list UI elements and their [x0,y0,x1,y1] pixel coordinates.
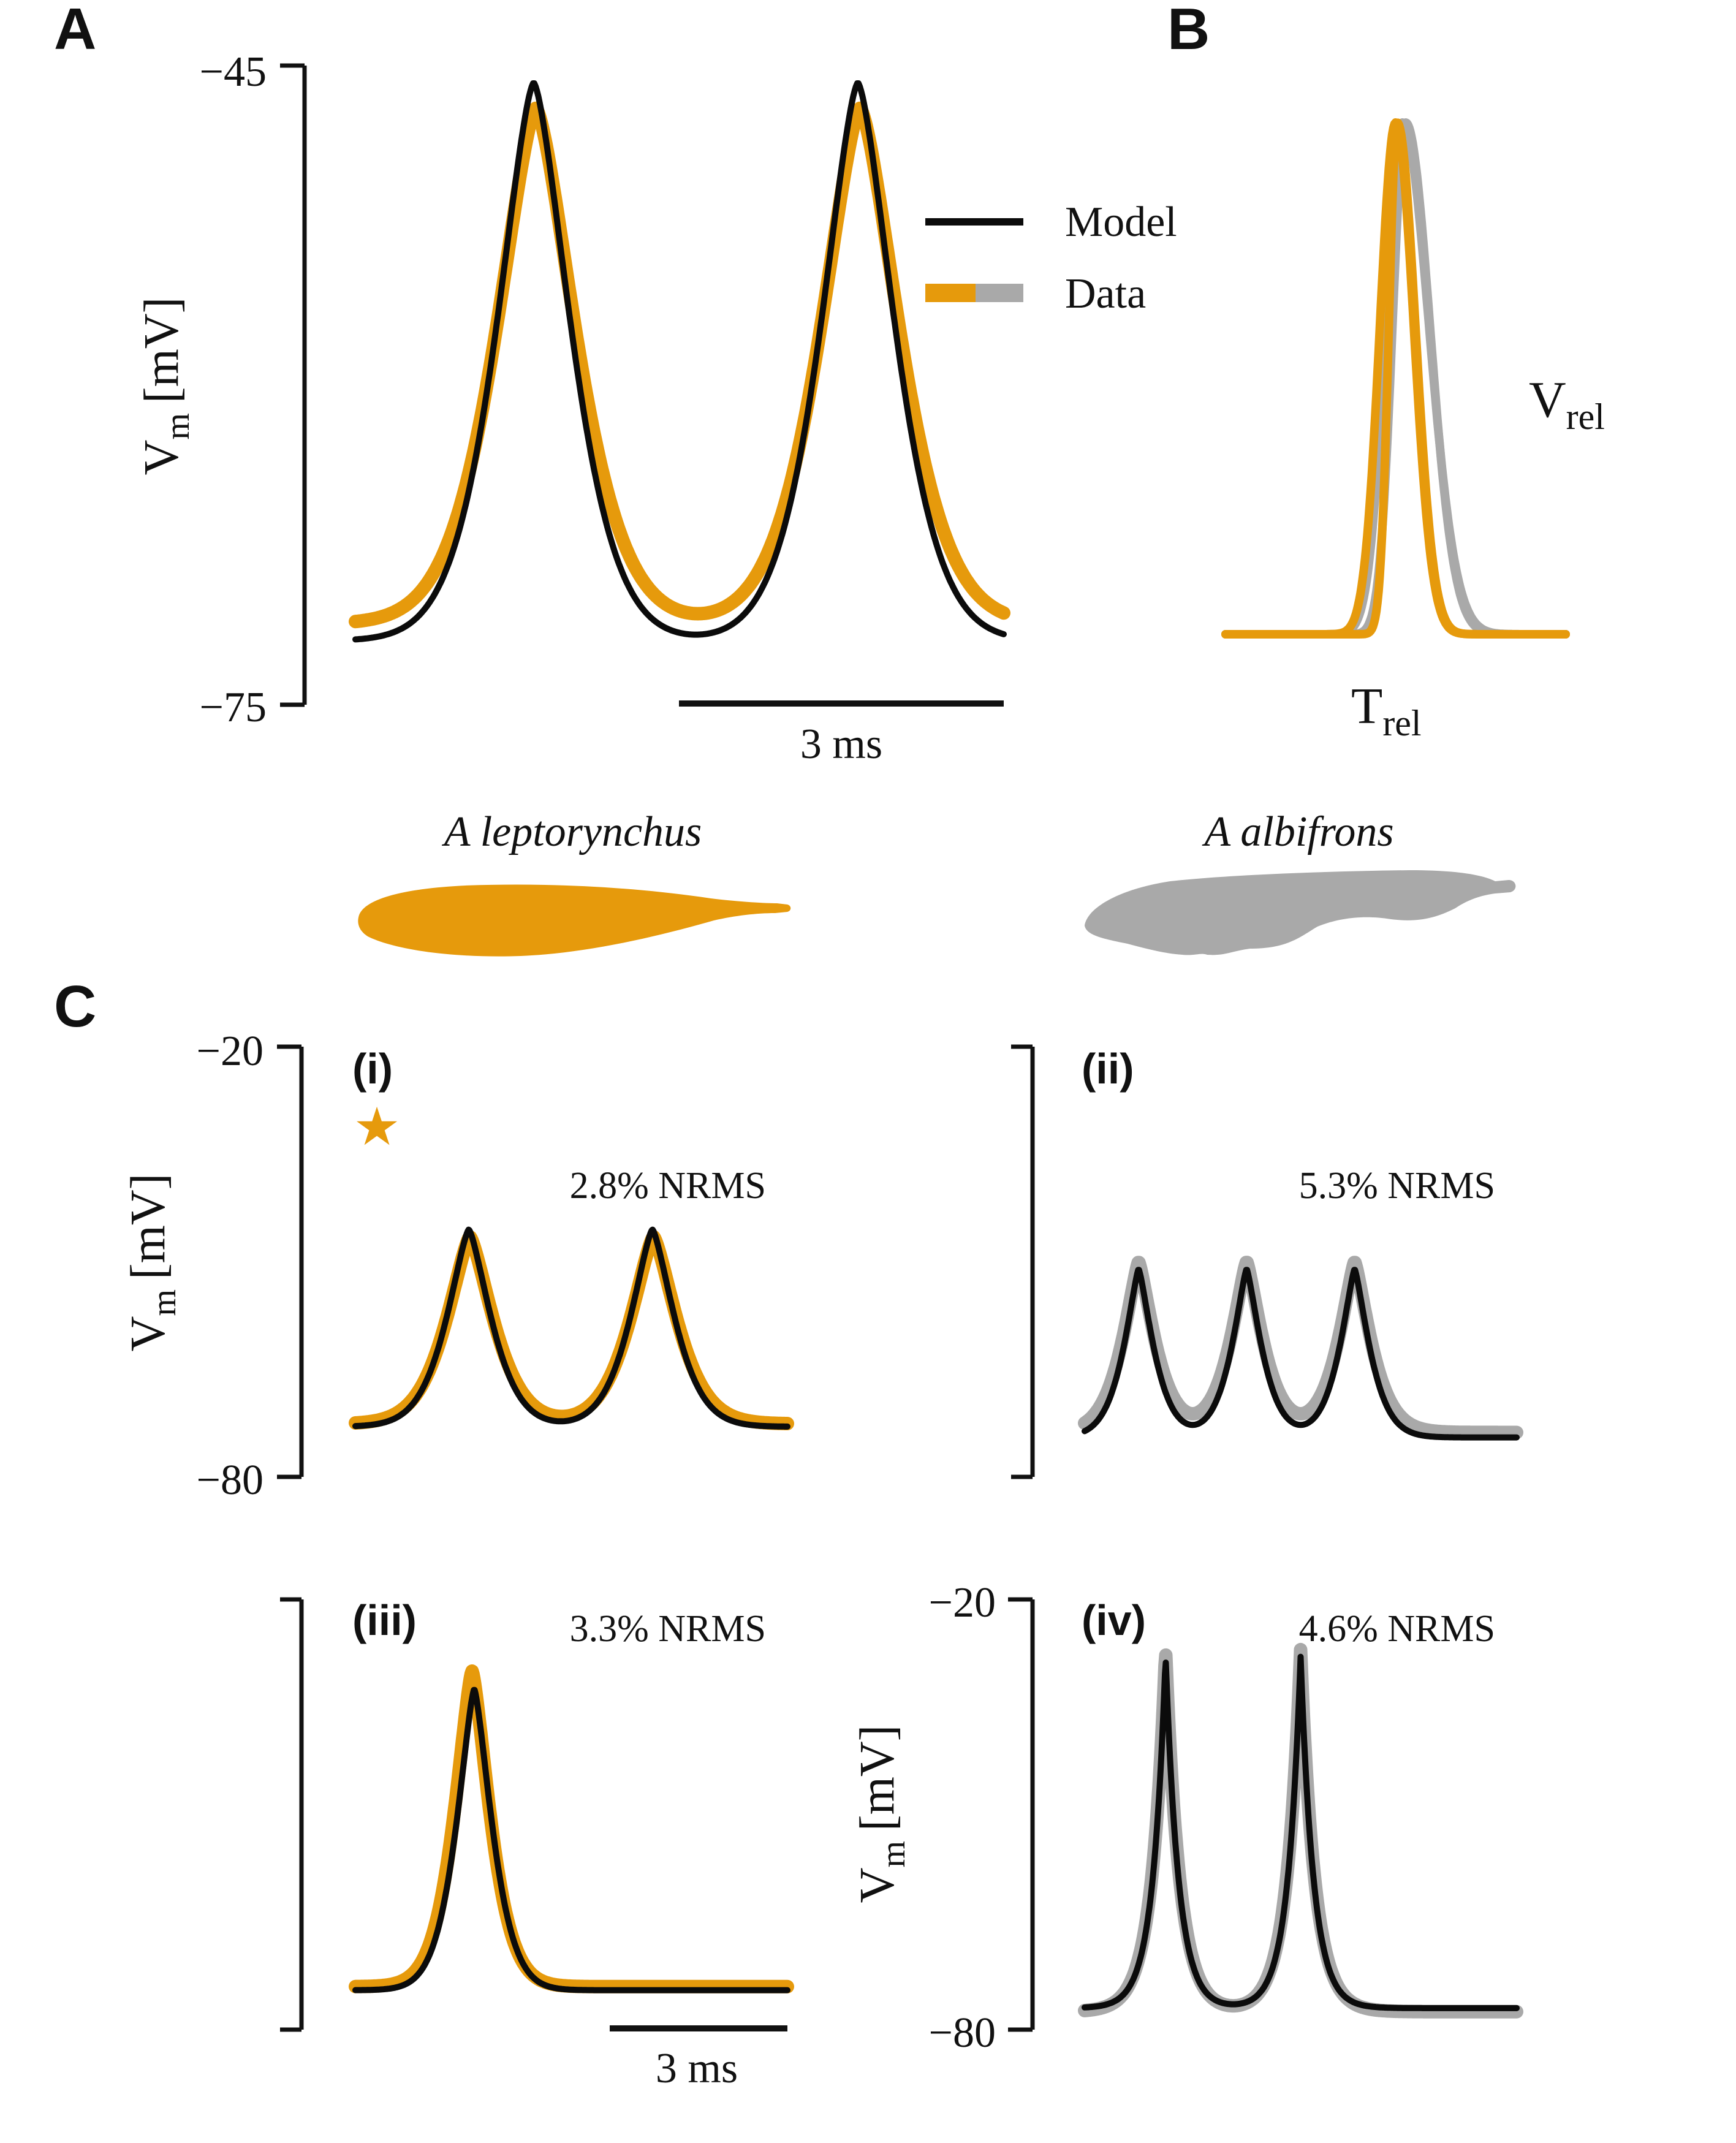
panel-c-iv-nrms: 4.6% NRMS [1299,1608,1495,1650]
panel-a-ytick-label: −75 [200,684,267,731]
panel-c-ii-tag: (ii) [1082,1045,1134,1093]
panel-a-chart: −45 −75 Vm[mV] 3 ms Model Data [135,48,1177,768]
panel-a-plot-area [349,80,1010,643]
panel-c-i-y-axis-label: Vm[mV] [121,1174,183,1352]
fish-silhouette-albifrons [1085,870,1516,955]
panel-c-iv-ytick-label: −20 [929,1579,996,1626]
panel-a-ytick-label: −45 [200,48,267,96]
panel-b-trel-label: Trel [1351,678,1422,743]
model-trace-cii [1082,1267,1520,1441]
data-trace-ciii [349,1664,794,1993]
model-trace-ciii [352,1686,790,1993]
panel-a-y-axis-label: Vm[mV] [135,297,197,476]
panel-c-iv-chart: −20 −80 Vm[mV] (iv) 4.6% NRMS [851,1579,1523,2057]
legend-model-label: Model [1065,199,1177,246]
panel-c-i-star-icon: ★ [353,1096,400,1158]
fish-silhouette-leptorynchus [358,884,791,957]
model-trace-a [352,80,1007,643]
panel-b-plot-area [1221,118,1570,639]
panel-c-ii-plot-area [1078,1256,1523,1441]
panel-c-ii-nrms: 5.3% NRMS [1299,1165,1495,1207]
data-trace-cii [1078,1256,1523,1439]
panel-c-iii-nrms: 3.3% NRMS [570,1608,766,1650]
panel-c-iii-tag: (iii) [352,1596,417,1644]
model-trace-civ [1082,1653,1520,2011]
panel-c-i-nrms: 2.8% NRMS [570,1165,766,1207]
panel-c-scalebar-label: 3 ms [656,2045,738,2092]
panel-letter-a: A [54,0,96,62]
panel-c-iv-plot-area [1078,1642,1523,2019]
model-trace-ci [352,1226,790,1430]
panel-letter-c: C [54,974,96,1039]
species-label-leptorynchus: A leptorynchus [442,808,702,855]
panel-c-iv-ytick-label: −80 [929,2009,996,2057]
panel-a-scalebar-label: 3 ms [800,721,882,768]
panel-c-iv-tag: (iv) [1082,1596,1146,1644]
panel-letter-b: B [1167,0,1210,62]
panel-c-i-chart: −20 −80 Vm[mV] (i) ★ 2.8% NRMS [121,1028,794,1504]
panel-c-iii-plot-area [349,1664,794,1993]
data-trace-a [349,101,1010,629]
panel-c-i-tag: (i) [352,1045,393,1093]
panel-b-vrel-label: Vrel [1529,371,1605,437]
panel-c-iv-y-axis-label: Vm[mV] [851,1725,912,1903]
panel-b-trace-3 [1221,118,1570,639]
species-label-albifrons: A albifrons [1202,808,1393,855]
panel-c-i-ytick-label: −20 [197,1028,263,1075]
panel-c-i-plot-area [349,1226,794,1430]
panel-c-i-ytick-label: −80 [197,1457,263,1504]
legend-data-label: Data [1065,270,1146,317]
panel-c-iii-chart: (iii) 3.3% NRMS 3 ms [280,1596,794,2092]
panel-c-ii-chart: (ii) 5.3% NRMS [1011,1044,1523,1479]
panel-b-chart: Vrel Trel [1221,118,1605,743]
